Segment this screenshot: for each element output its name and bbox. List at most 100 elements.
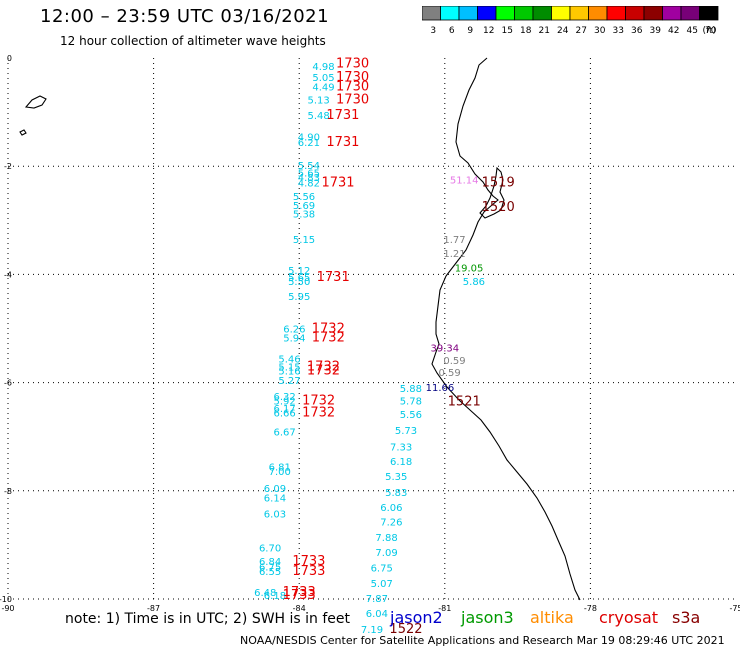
wave-height-label: 7.00 <box>269 467 291 478</box>
y-tick-label: -6 <box>4 379 12 388</box>
x-tick-label: -87 <box>147 604 160 613</box>
wave-height-label: 6.14 <box>264 493 286 504</box>
coastline <box>19 57 581 601</box>
wave-height-label: 1.77 <box>443 235 465 246</box>
wave-height-label: 5.65 <box>288 273 310 284</box>
wave-height-label: 4.90 <box>298 132 320 143</box>
wave-height-label: 7.19 <box>361 625 383 636</box>
satellite-jason3: jason3 <box>461 608 514 627</box>
time-label: 1732 <box>302 393 335 408</box>
wave-height-label: 0.59 <box>439 368 461 379</box>
color-legend: 3 6 9 12 15 18 21 24 27 30 33 36 39 42 45 70(ft) <box>422 6 719 36</box>
gulf-island-outline <box>479 166 505 219</box>
wave-height-label: 5.46 <box>278 354 300 365</box>
time-label: 1731 <box>326 135 359 150</box>
legend-unit: (ft) <box>702 26 716 36</box>
legend-label: 70 <box>705 26 717 36</box>
time-label: 1732 <box>307 359 340 374</box>
wave-height-label: 5.16 <box>278 367 300 378</box>
wave-height-label: 4.83 <box>298 173 320 184</box>
wave-height-label: 6.06 <box>380 503 402 514</box>
wave-height-label: 5.35 <box>385 472 407 483</box>
legend-label: 33 <box>613 26 624 36</box>
y-tick-label: -10 <box>0 595 12 604</box>
legend-label: 18 <box>520 26 532 36</box>
wave-height-label: 6.18 <box>390 457 412 468</box>
wave-height-label: 5.05 <box>312 73 334 84</box>
x-tick-label: -84 <box>293 604 306 613</box>
wave-height-label: 39.34 <box>430 343 459 354</box>
y-tick-label: -8 <box>4 487 12 496</box>
wave-height-label: 19.05 <box>455 263 484 274</box>
grid-lines <box>7 58 736 600</box>
axis-ticks: -90 -87 -84 -81 -78 -75 0 -2 -4 -6 -8 -10 <box>0 54 740 613</box>
x-tick-label: -75 <box>729 604 740 613</box>
wave-height-label: 6.18 <box>264 591 286 602</box>
wave-height-label: 5.88 <box>400 384 422 395</box>
time-label: 1730 <box>336 80 369 95</box>
wave-height-label: 51.14 <box>450 176 479 187</box>
legend-label: 45 <box>687 26 698 36</box>
legend-label: 3 <box>430 26 436 36</box>
wave-height-label: 5.65 <box>298 169 320 180</box>
wave-height-label: 4.49 <box>312 83 334 94</box>
legend-label: 21 <box>539 26 550 36</box>
time-label: 1733 <box>283 588 316 603</box>
wave-height-label: 5.69 <box>293 201 315 212</box>
wave-height-label: 6.26 <box>283 325 305 336</box>
wave-height-label: 11.66 <box>426 383 455 394</box>
wave-height-label: 5.78 <box>400 396 422 407</box>
wave-height-label: 6.81 <box>269 462 291 473</box>
legend-label: 27 <box>576 26 587 36</box>
wave-height-label: 5.48 <box>307 111 329 122</box>
wave-height-label: 4.98 <box>312 62 334 73</box>
y-tick-label: -4 <box>4 270 12 279</box>
wave-height-label: 1.21 <box>443 249 465 260</box>
chart-title: 12:00 – 23:59 UTC 03/16/2021 <box>40 6 330 27</box>
wave-height-label: 6.04 <box>366 609 388 620</box>
legend-label: 12 <box>483 26 494 36</box>
wave-height-label: 5.95 <box>288 292 310 303</box>
wave-height-label: 6.32 <box>274 392 296 403</box>
wave-height-label: 6.03 <box>264 510 286 521</box>
time-label: 1733 <box>283 585 316 600</box>
chart-subtitle: 12 hour collection of altimeter wave hei… <box>60 34 326 48</box>
wave-height-label: 6.67 <box>274 427 296 438</box>
legend-swatch <box>699 6 719 21</box>
wave-height-label: 7.87 <box>366 594 388 605</box>
wave-height-label: 6.17 <box>274 404 296 415</box>
time-label: 1732 <box>312 322 345 337</box>
time-label: 1733 <box>292 564 325 579</box>
wave-height-label: 6.70 <box>259 544 281 555</box>
wave-height-label: 6.75 <box>371 564 393 575</box>
wave-height-label: 0.59 <box>443 356 465 367</box>
wave-height-label: 5.12 <box>288 266 310 277</box>
legend-label: 6 <box>449 26 455 36</box>
credit-line: NOAA/NESDIS Center for Satellite Applica… <box>240 634 725 647</box>
time-label: 1730 <box>336 70 369 85</box>
time-label: 1731 <box>326 108 359 123</box>
legend-label: 39 <box>650 26 662 36</box>
satellite-jason2: jason2 <box>390 608 443 627</box>
wave-height-label: 6.48 <box>254 588 276 599</box>
wave-height-label: 6.75 <box>259 563 281 574</box>
wave-height-label: 5.50 <box>288 277 310 288</box>
wave-height-label: 7.33 <box>390 442 412 453</box>
x-tick-label: -90 <box>1 604 14 613</box>
footer-note: note: 1) Time is in UTC; 2) SWH is in fe… <box>65 611 351 627</box>
wave-height-label: 7.26 <box>380 518 402 529</box>
time-label: 1520 <box>482 200 515 215</box>
legend-label: 36 <box>631 26 643 36</box>
time-label: 1731 <box>321 175 354 190</box>
wave-height-label: 6.66 <box>274 408 296 419</box>
wave-height-label: 5.13 <box>307 96 329 107</box>
time-label: 1730 <box>336 56 369 71</box>
island-outline <box>24 95 47 109</box>
time-label: 1732 <box>312 331 345 346</box>
wave-height-label: 7.88 <box>375 533 397 544</box>
time-label: 1522 <box>389 622 422 637</box>
wave-height-label: 5.83 <box>385 488 407 499</box>
time-label: 1731 <box>317 270 350 285</box>
wave-height-label: 6.55 <box>259 567 281 578</box>
